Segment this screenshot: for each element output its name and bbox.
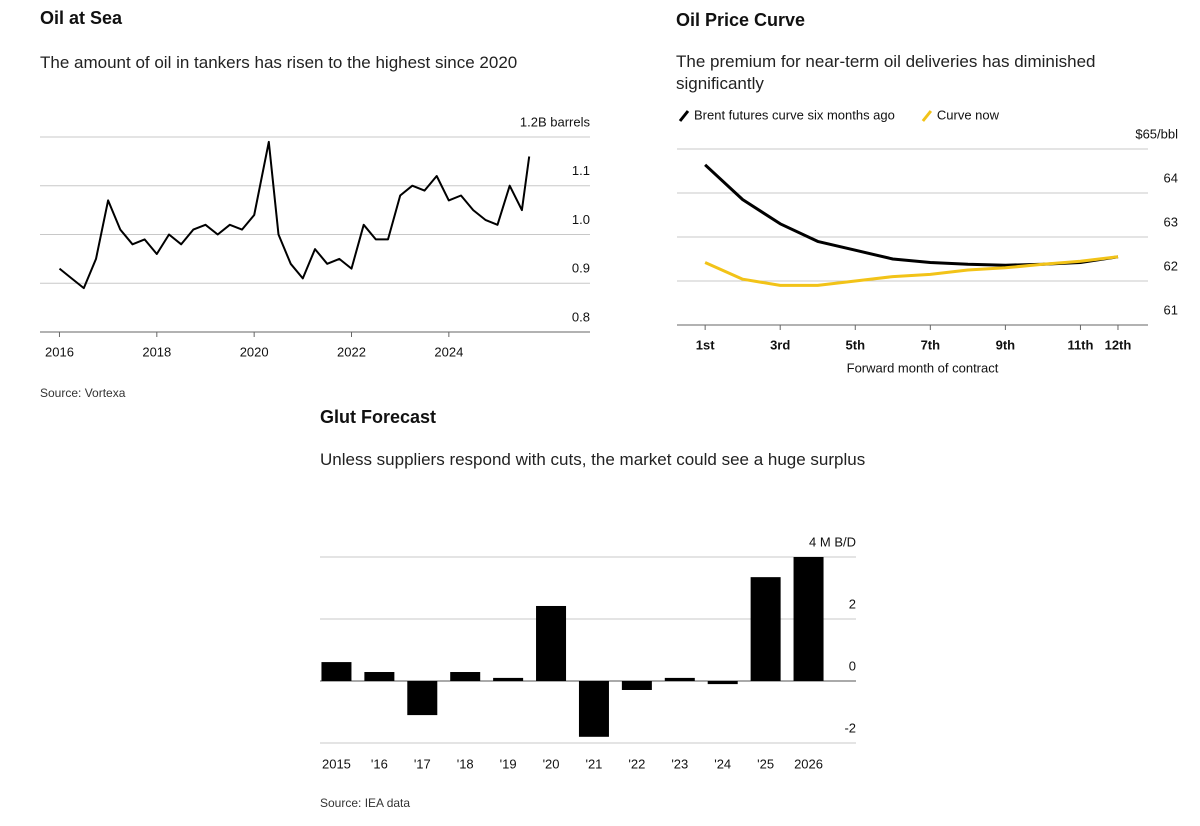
legend-swatch xyxy=(921,110,933,122)
legend-label: Brent futures curve six months ago xyxy=(694,107,895,122)
x-tick-label: 2026 xyxy=(794,756,823,771)
y-tick-label: 0 xyxy=(849,658,856,673)
x-tick-label: 2022 xyxy=(337,344,366,359)
x-axis-label: Forward month of contract xyxy=(847,360,999,375)
chart-title: Oil Price Curve xyxy=(676,10,806,30)
y-tick-label: $65/bbl xyxy=(1135,126,1178,141)
data-line xyxy=(704,255,1119,287)
x-tick-label: 11th xyxy=(1067,337,1093,352)
x-tick-label: '19 xyxy=(500,756,517,771)
chart-title: Oil at Sea xyxy=(40,8,123,28)
data-line xyxy=(704,163,1119,267)
data-line xyxy=(58,140,531,290)
bar xyxy=(364,672,395,681)
y-tick-label: 0.8 xyxy=(572,309,590,324)
x-tick-label: 2018 xyxy=(142,344,171,359)
x-tick-label: '20 xyxy=(543,756,560,771)
x-tick-label: '17 xyxy=(414,756,431,771)
source-note: Source: Vortexa xyxy=(40,386,126,400)
y-tick-label: 1.2B barrels xyxy=(520,114,591,129)
x-tick-label: 2015 xyxy=(322,756,351,771)
x-tick-label: '18 xyxy=(457,756,474,771)
legend-swatch xyxy=(678,110,690,122)
bar xyxy=(707,681,738,685)
source-note: Source: IEA data xyxy=(320,796,411,810)
x-tick-label: 3rd xyxy=(770,337,790,352)
y-tick-label: -2 xyxy=(844,720,856,735)
x-tick-label: 5th xyxy=(846,337,866,352)
chart-subtitle: The amount of oil in tankers has risen t… xyxy=(40,53,518,72)
x-tick-label: '24 xyxy=(714,756,731,771)
bar xyxy=(621,681,652,690)
x-tick-label: 9th xyxy=(996,337,1016,352)
legend-label: Curve now xyxy=(937,107,1000,122)
x-tick-label: 2024 xyxy=(434,344,463,359)
y-tick-label: 2 xyxy=(849,596,856,611)
bar xyxy=(664,677,695,681)
y-tick-label: 4 M B/D xyxy=(809,534,856,549)
y-tick-label: 0.9 xyxy=(572,261,590,276)
bar xyxy=(578,681,609,737)
y-tick-label: 64 xyxy=(1164,170,1178,185)
chart-subtitle: The premium for near-term oil deliveries… xyxy=(676,52,1096,93)
bar xyxy=(793,557,824,681)
x-tick-label: 2016 xyxy=(45,344,74,359)
x-tick-label: '22 xyxy=(628,756,645,771)
bar xyxy=(536,605,567,681)
bar xyxy=(750,577,781,681)
x-tick-label: 1st xyxy=(696,337,715,352)
x-tick-label: 12th xyxy=(1105,337,1132,352)
x-tick-label: '21 xyxy=(585,756,602,771)
chart-subtitle: Unless suppliers respond with cuts, the … xyxy=(320,450,866,469)
y-tick-label: 63 xyxy=(1164,214,1178,229)
y-tick-label: 62 xyxy=(1164,258,1178,273)
y-tick-label: 1.1 xyxy=(572,163,590,178)
bar xyxy=(450,672,481,681)
chart-title: Glut Forecast xyxy=(320,407,437,427)
x-tick-label: '23 xyxy=(671,756,688,771)
bar xyxy=(407,681,438,716)
y-tick-label: 1.0 xyxy=(572,212,590,227)
bar xyxy=(493,677,524,681)
x-tick-label: 7th xyxy=(921,337,941,352)
y-tick-label: 61 xyxy=(1164,302,1178,317)
x-tick-label: '25 xyxy=(757,756,774,771)
x-tick-label: 2020 xyxy=(240,344,269,359)
bar xyxy=(321,662,352,681)
x-tick-label: '16 xyxy=(371,756,388,771)
